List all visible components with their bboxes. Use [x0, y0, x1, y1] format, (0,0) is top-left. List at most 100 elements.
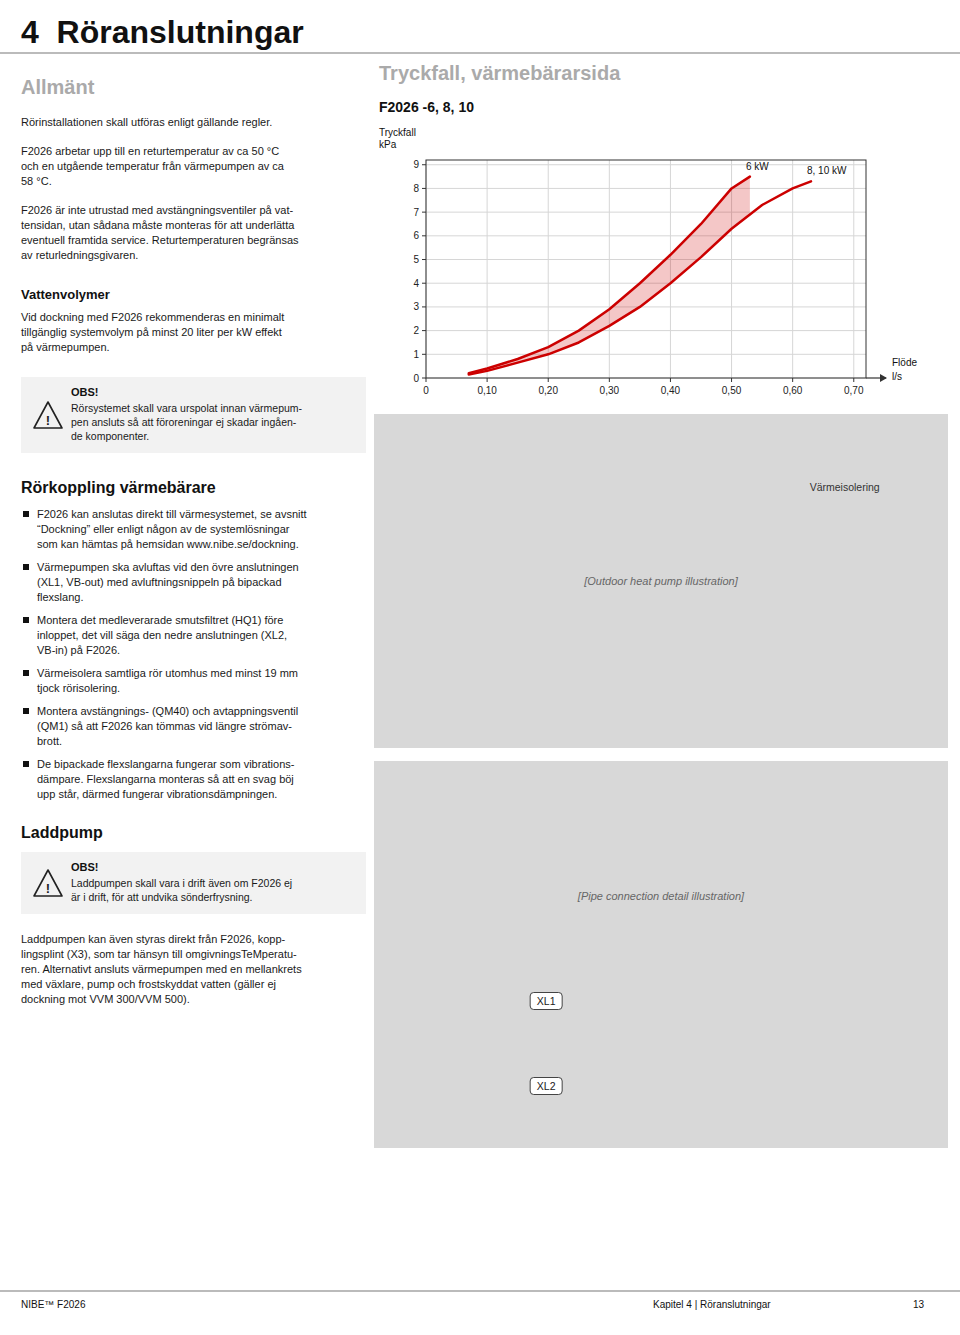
- tick-mark: [609, 378, 610, 382]
- image-label: Värmeisolering: [810, 481, 880, 493]
- grid: [426, 160, 866, 378]
- y-tick-label: 7: [413, 207, 419, 218]
- tick-mark: [422, 259, 426, 260]
- y-tick-label: 3: [413, 301, 419, 312]
- footer-left: NIBE™ F2026: [21, 1299, 85, 1310]
- grid-line: [853, 160, 854, 378]
- grid-line: [426, 259, 866, 260]
- paragraph: F2026 är inte utrustad med avstängningsv…: [21, 203, 366, 263]
- paragraph: Rörinstallationen skall utföras enligt g…: [21, 115, 366, 130]
- tick-mark: [422, 330, 426, 331]
- plot-area: [469, 177, 811, 375]
- y-tick-label: 8: [413, 183, 419, 194]
- x-tick-label: 0,60: [783, 385, 803, 396]
- y-axis-label: Tryckfall: [379, 127, 416, 138]
- footer-page: 13: [913, 1299, 924, 1310]
- bullet-item: Montera det medleverarade smutsfiltret (…: [21, 613, 366, 658]
- y-tick-label: 2: [413, 325, 419, 336]
- chart-subtitle: F2026 -6, 8, 10: [379, 99, 474, 115]
- obs-label: OBS!: [71, 386, 356, 398]
- grid-line: [792, 160, 793, 378]
- footer-rule: [0, 1290, 960, 1292]
- bullet-marker: [23, 708, 29, 714]
- bullet-text: Montera det medleverarade smutsfiltret (…: [37, 613, 366, 658]
- grid-line: [609, 160, 610, 378]
- axis-arrow: [866, 377, 886, 378]
- obs-text: Laddpumpen skall vara i drift även om F2…: [71, 876, 356, 904]
- image-caption: [Outdoor heat pump illustration]: [374, 575, 948, 587]
- bullet-item: De bipackade flexslangarna fungerar som …: [21, 757, 366, 802]
- x-tick-label: 0,40: [661, 385, 681, 396]
- warning-icon: !: [31, 399, 65, 431]
- chart: Tryckfall, värmebärarsida F2026 -6, 8, 10…: [374, 58, 948, 408]
- grid-line: [426, 235, 866, 236]
- x-tick-label: 0,30: [600, 385, 620, 396]
- plot-frame: [426, 160, 866, 378]
- grid-line: [426, 188, 866, 189]
- subsection-heading: Vattenvolymer: [21, 287, 366, 302]
- tick-mark: [422, 306, 426, 307]
- tick-mark: [792, 378, 793, 382]
- grid-line: [548, 160, 549, 378]
- band-fill: [469, 177, 750, 375]
- bullet-text: De bipackade flexslangarna fungerar som …: [37, 757, 366, 802]
- series-line: [469, 177, 750, 374]
- paragraph: Laddpumpen kan även styras direkt från F…: [21, 932, 366, 1007]
- bullet-marker: [23, 564, 29, 570]
- bullet-marker: [23, 670, 29, 676]
- plot-background: [426, 160, 866, 378]
- section-heading: Allmänt: [21, 76, 366, 99]
- y-axis-unit: kPa: [379, 139, 397, 150]
- section-heading: Laddpump: [21, 824, 366, 842]
- warning-mark: !: [46, 881, 50, 896]
- title-rule: [0, 52, 960, 54]
- tick-mark: [422, 354, 426, 355]
- y-tick-label: 5: [413, 254, 419, 265]
- tick-mark: [422, 283, 426, 284]
- x-axis-label: Flöde: [892, 357, 917, 368]
- grid-line: [487, 160, 488, 378]
- grid-line: [426, 212, 866, 213]
- footer-right: Kapitel 4 | Röranslutningar: [653, 1299, 771, 1310]
- x-tick-label: 0: [423, 385, 429, 396]
- band-group: [469, 177, 750, 375]
- tick-mark: [422, 164, 426, 165]
- bullet-marker: [23, 617, 29, 623]
- tick-mark: [422, 188, 426, 189]
- bullet-text: Montera avstängnings- (QM40) och avtappn…: [37, 704, 366, 749]
- spacer: [21, 810, 366, 824]
- tick-mark: [422, 235, 426, 236]
- tick-mark: [426, 378, 427, 382]
- obs-box: ! OBS! Laddpumpen skall vara i drift även …: [21, 852, 366, 914]
- left-column: Allmänt Rörinstallationen skall utföras e…: [21, 76, 366, 1007]
- x-tick-label: 0,70: [844, 385, 864, 396]
- tick-mark: [422, 212, 426, 213]
- y-tick-label: 4: [413, 278, 419, 289]
- chart-title: Tryckfall, värmebärarsida: [379, 62, 621, 84]
- tick-mark: [548, 378, 549, 382]
- x-tick-label: 0,10: [477, 385, 497, 396]
- image-label: XL1: [530, 992, 563, 1010]
- obs-box: !OBS!Rörsystemet skall vara urspolat inn…: [21, 377, 366, 453]
- grid-line: [426, 354, 866, 355]
- x-axis-unit: l/s: [892, 371, 902, 382]
- bullet-item: Montera avstängnings- (QM40) och avtappn…: [21, 704, 366, 749]
- image-placeholder: [Outdoor heat pump illustration] Värmeiso…: [374, 414, 948, 748]
- obs-label: OBS!: [71, 861, 356, 873]
- image-caption: [Pipe connection detail illustration]: [374, 890, 948, 902]
- bullet-item: Värmepumpen ska avluftas vid den övre an…: [21, 560, 366, 605]
- bullet-item: Värmeisolera samtliga rör utomhus med mi…: [21, 666, 366, 696]
- tick-mark: [670, 378, 671, 382]
- warning-triangle: [34, 402, 62, 428]
- warning-triangle: [34, 870, 62, 896]
- tick-mark: [487, 378, 488, 382]
- series-line: [469, 181, 811, 374]
- bullet-marker: [23, 761, 29, 767]
- bullet-text: Värmeisolera samtliga rör utomhus med mi…: [37, 666, 366, 696]
- bullet-item: F2026 kan anslutas direkt till värmesyst…: [21, 507, 366, 552]
- bullet-text: Värmepumpen ska avluftas vid den övre an…: [37, 560, 366, 605]
- page-title: 4 Röranslutningar: [21, 14, 304, 51]
- image-label: XL2: [530, 1077, 563, 1095]
- paragraph: Vid dockning med F2026 rekommenderas en …: [21, 310, 366, 355]
- tick-mark: [422, 378, 426, 379]
